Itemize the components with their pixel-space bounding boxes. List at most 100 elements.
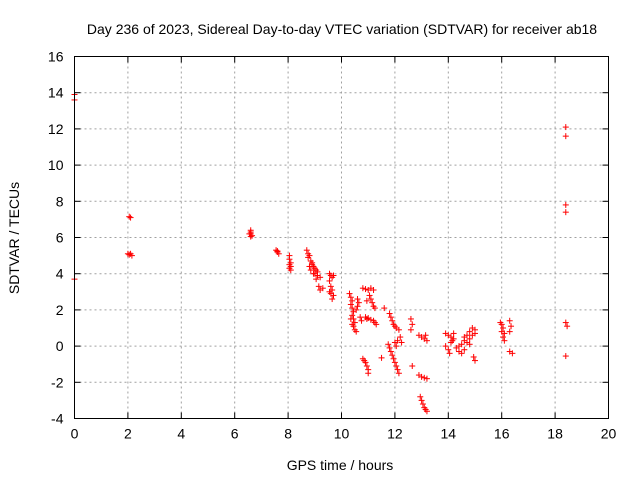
data-point	[398, 339, 405, 346]
data-point	[447, 339, 454, 346]
data-point	[349, 297, 356, 304]
data-point	[393, 343, 400, 350]
data-point	[562, 133, 569, 140]
data-point	[359, 285, 366, 292]
data-point	[315, 283, 322, 290]
y-tick-label: 0	[56, 338, 64, 354]
x-tick-label: 0	[71, 426, 79, 442]
x-tick-label: 4	[177, 426, 185, 442]
data-point	[422, 332, 429, 339]
x-tick-label: 10	[334, 426, 350, 442]
data-point	[506, 328, 513, 335]
data-point	[347, 315, 354, 322]
data-point	[409, 363, 416, 370]
data-point	[378, 354, 385, 361]
data-point	[349, 305, 356, 312]
x-tick-label: 16	[494, 426, 510, 442]
data-point	[326, 288, 333, 295]
data-point	[387, 348, 394, 355]
y-tick-label: 12	[48, 121, 64, 137]
data-point	[450, 330, 457, 337]
data-point	[313, 276, 320, 283]
data-point	[395, 326, 402, 333]
y-tick-label: -2	[51, 374, 64, 390]
x-tick-label: 20	[601, 426, 617, 442]
data-point	[349, 321, 356, 328]
x-tick-label: 6	[231, 426, 239, 442]
x-tick-label: 8	[284, 426, 292, 442]
data-point	[386, 310, 393, 317]
data-point	[466, 335, 473, 342]
data-point	[397, 334, 404, 341]
data-point	[369, 299, 376, 306]
data-point	[466, 328, 473, 335]
y-tick-label: 8	[56, 193, 64, 209]
y-tick-label: 6	[56, 230, 64, 246]
data-point	[363, 363, 370, 370]
data-point	[286, 256, 293, 263]
data-point	[367, 316, 374, 323]
data-point	[501, 337, 508, 344]
data-point	[446, 350, 453, 357]
data-point	[506, 317, 513, 324]
x-tick-label: 14	[441, 426, 457, 442]
data-point	[386, 344, 393, 351]
data-point	[455, 343, 462, 350]
data-point	[246, 230, 253, 237]
data-point	[329, 296, 336, 303]
data-point	[358, 317, 365, 324]
data-point	[381, 305, 388, 312]
y-tick-label: 2	[56, 302, 64, 318]
data-point	[472, 357, 478, 364]
data-point	[409, 321, 416, 328]
data-point	[357, 314, 364, 321]
data-point	[286, 265, 293, 272]
data-point	[347, 301, 354, 308]
data-point	[355, 299, 362, 306]
data-point	[458, 350, 465, 357]
data-point	[353, 328, 360, 335]
y-tick-labels: -4 -2 0 2 4 6 8 10 12 14 16	[48, 49, 64, 427]
data-point	[562, 353, 569, 360]
data-point	[128, 252, 135, 259]
data-point	[363, 297, 370, 304]
data-point	[327, 283, 334, 290]
x-tick-labels: 0 2 4 6 8 10 12 14 16 18 20	[71, 426, 617, 442]
data-point	[423, 375, 430, 382]
data-point	[306, 263, 313, 270]
data-point	[126, 213, 133, 220]
y-tick-label: 4	[56, 266, 64, 282]
data-point	[367, 296, 374, 303]
data-point	[390, 355, 397, 362]
data-point	[466, 341, 473, 348]
data-point	[564, 323, 571, 330]
y-tick-label: -4	[51, 411, 64, 427]
data-point	[370, 286, 377, 293]
data-point	[330, 272, 337, 279]
data-point	[500, 334, 507, 341]
data-point	[310, 270, 317, 277]
data-point	[423, 408, 430, 415]
data-point	[389, 317, 396, 324]
data-point	[418, 397, 425, 404]
data-point	[470, 353, 477, 360]
data-point	[347, 294, 354, 301]
data-point	[307, 267, 314, 274]
data-point	[501, 330, 508, 337]
x-tick-label: 18	[547, 426, 563, 442]
y-tick-label: 14	[48, 85, 64, 101]
data-point	[365, 370, 372, 377]
data-point	[317, 274, 324, 281]
data-point	[354, 296, 361, 303]
data-point	[421, 374, 428, 381]
data-point	[393, 363, 400, 370]
data-point	[562, 209, 569, 216]
data-point	[395, 370, 402, 377]
y-axis-label: SDTVAR / TECUs	[6, 182, 22, 294]
data-point	[498, 321, 505, 328]
data-point	[362, 286, 369, 293]
data-point	[127, 214, 134, 221]
data-point	[423, 337, 430, 344]
data-point	[394, 337, 401, 344]
